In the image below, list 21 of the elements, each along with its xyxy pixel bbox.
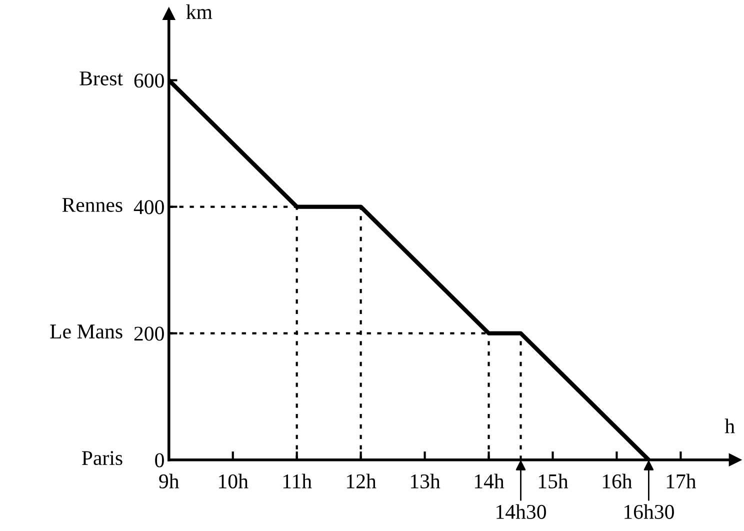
x-tick-label: 16h: [602, 474, 632, 488]
text: Le Mans: [50, 324, 122, 339]
text: Brest: [80, 72, 123, 86]
y-axis-title: km: [186, 4, 212, 19]
y-tick-label: 200: [134, 326, 164, 341]
annotation: 14h30: [496, 504, 546, 519]
x-tick-label: 10h: [219, 474, 248, 488]
x-tick-label: 15h: [538, 474, 568, 488]
x-tick-label: 14h: [474, 474, 504, 488]
y-tick-label: 600: [134, 74, 164, 88]
x-tick-label: 17h: [666, 474, 696, 488]
text: Rennes: [62, 198, 122, 212]
text: Paris: [82, 451, 122, 466]
x-tick-label: 11h: [283, 474, 312, 488]
x-tick-label: 13h: [411, 474, 440, 488]
x-tick-label: 9h: [159, 474, 180, 488]
x-axis-title: h: [724, 418, 735, 434]
annotation: 16h30: [624, 504, 674, 519]
y-tick-label: 0: [155, 453, 164, 468]
x-tick-label: 12h: [347, 474, 376, 488]
y-tick-label: 400: [134, 200, 164, 214]
